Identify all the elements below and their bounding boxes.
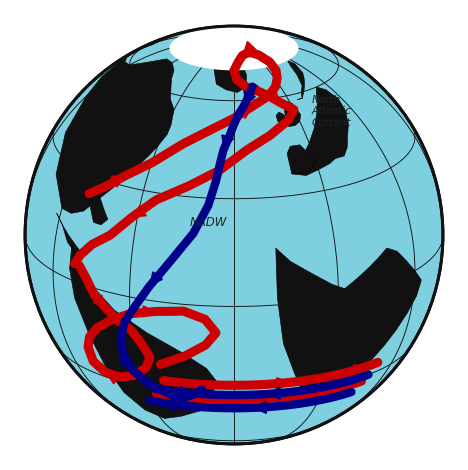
Circle shape [25, 26, 443, 444]
Polygon shape [169, 26, 299, 70]
Polygon shape [287, 61, 305, 100]
Polygon shape [262, 50, 276, 61]
Polygon shape [285, 102, 300, 126]
Polygon shape [57, 213, 80, 253]
Polygon shape [199, 441, 268, 454]
Polygon shape [70, 244, 218, 418]
Polygon shape [214, 47, 247, 93]
Polygon shape [135, 42, 159, 51]
Polygon shape [276, 112, 286, 124]
Polygon shape [276, 248, 421, 398]
Polygon shape [243, 84, 260, 94]
Polygon shape [287, 145, 316, 174]
Text: North
Atlantic
Current: North Atlantic Current [312, 95, 351, 128]
Polygon shape [56, 37, 174, 213]
Polygon shape [84, 192, 108, 225]
Text: NADW: NADW [190, 216, 227, 228]
Polygon shape [292, 87, 348, 175]
